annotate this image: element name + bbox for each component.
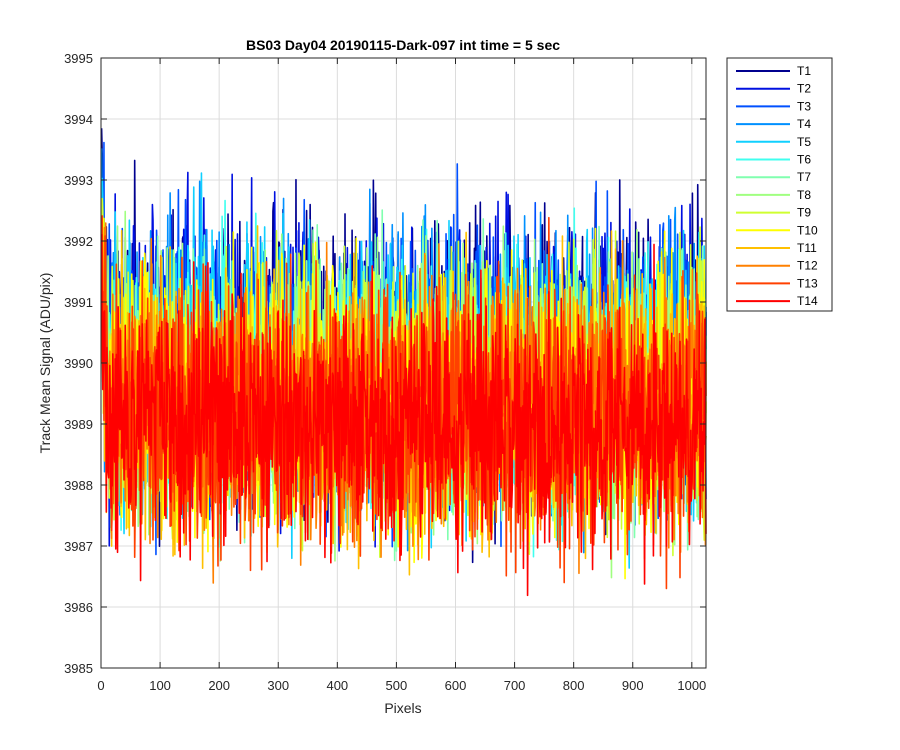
y-tick-label: 3991 xyxy=(64,295,93,310)
x-tick-label: 400 xyxy=(326,678,348,693)
legend: T1 T2 T3 T4 T5 T6 T7 T8 T9 T10 T11 T12 T13 T14 xyxy=(726,57,833,312)
x-tick-label: 1000 xyxy=(677,678,706,693)
y-tick-label: 3992 xyxy=(64,234,93,249)
y-tick-label: 3987 xyxy=(64,539,93,554)
x-tick-label: 600 xyxy=(445,678,467,693)
legend-label-t6: T6 xyxy=(797,153,811,167)
x-tick-label: 900 xyxy=(622,678,644,693)
legend-label-t5: T5 xyxy=(797,135,811,149)
y-axis-label: Track Mean Signal (ADU/pix) xyxy=(37,273,53,454)
y-tick-label: 3986 xyxy=(64,600,93,615)
y-tick-label: 3995 xyxy=(64,51,93,66)
legend-label-t9: T9 xyxy=(797,206,811,220)
axis-ticks: 0 100 200 300 400 500 600 700 800 900 1000 3985 3986… xyxy=(64,51,706,693)
legend-label-t14: T14 xyxy=(797,294,818,308)
series-lines xyxy=(100,128,707,597)
x-tick-label: 300 xyxy=(267,678,289,693)
chart-title: BS03 Day04 20190115-Dark-097 int time = … xyxy=(246,37,560,53)
x-tick-label: 100 xyxy=(149,678,171,693)
legend-label-t13: T13 xyxy=(797,276,818,290)
y-tick-label: 3989 xyxy=(64,417,93,432)
legend-label-t2: T2 xyxy=(797,82,811,96)
legend-label-t10: T10 xyxy=(797,223,818,237)
x-tick-label: 200 xyxy=(208,678,230,693)
x-axis-label: Pixels xyxy=(384,700,421,716)
legend-label-t7: T7 xyxy=(797,170,811,184)
legend-label-t1: T1 xyxy=(797,64,811,78)
y-tick-label: 3990 xyxy=(64,356,93,371)
legend-label-t4: T4 xyxy=(797,117,811,131)
y-tick-label: 3988 xyxy=(64,478,93,493)
x-tick-label: 0 xyxy=(97,678,104,693)
y-tick-label: 3994 xyxy=(64,112,93,127)
legend-label-t11: T11 xyxy=(797,241,817,255)
y-tick-label: 3993 xyxy=(64,173,93,188)
x-tick-label: 500 xyxy=(386,678,408,693)
legend-label-t8: T8 xyxy=(797,188,811,202)
legend-label-t12: T12 xyxy=(797,259,818,273)
legend-label-t3: T3 xyxy=(797,99,811,113)
series-line-t14 xyxy=(100,234,707,597)
x-tick-label: 700 xyxy=(504,678,526,693)
legend-box xyxy=(726,57,833,312)
y-tick-label: 3985 xyxy=(64,661,93,676)
x-tick-label: 800 xyxy=(563,678,585,693)
